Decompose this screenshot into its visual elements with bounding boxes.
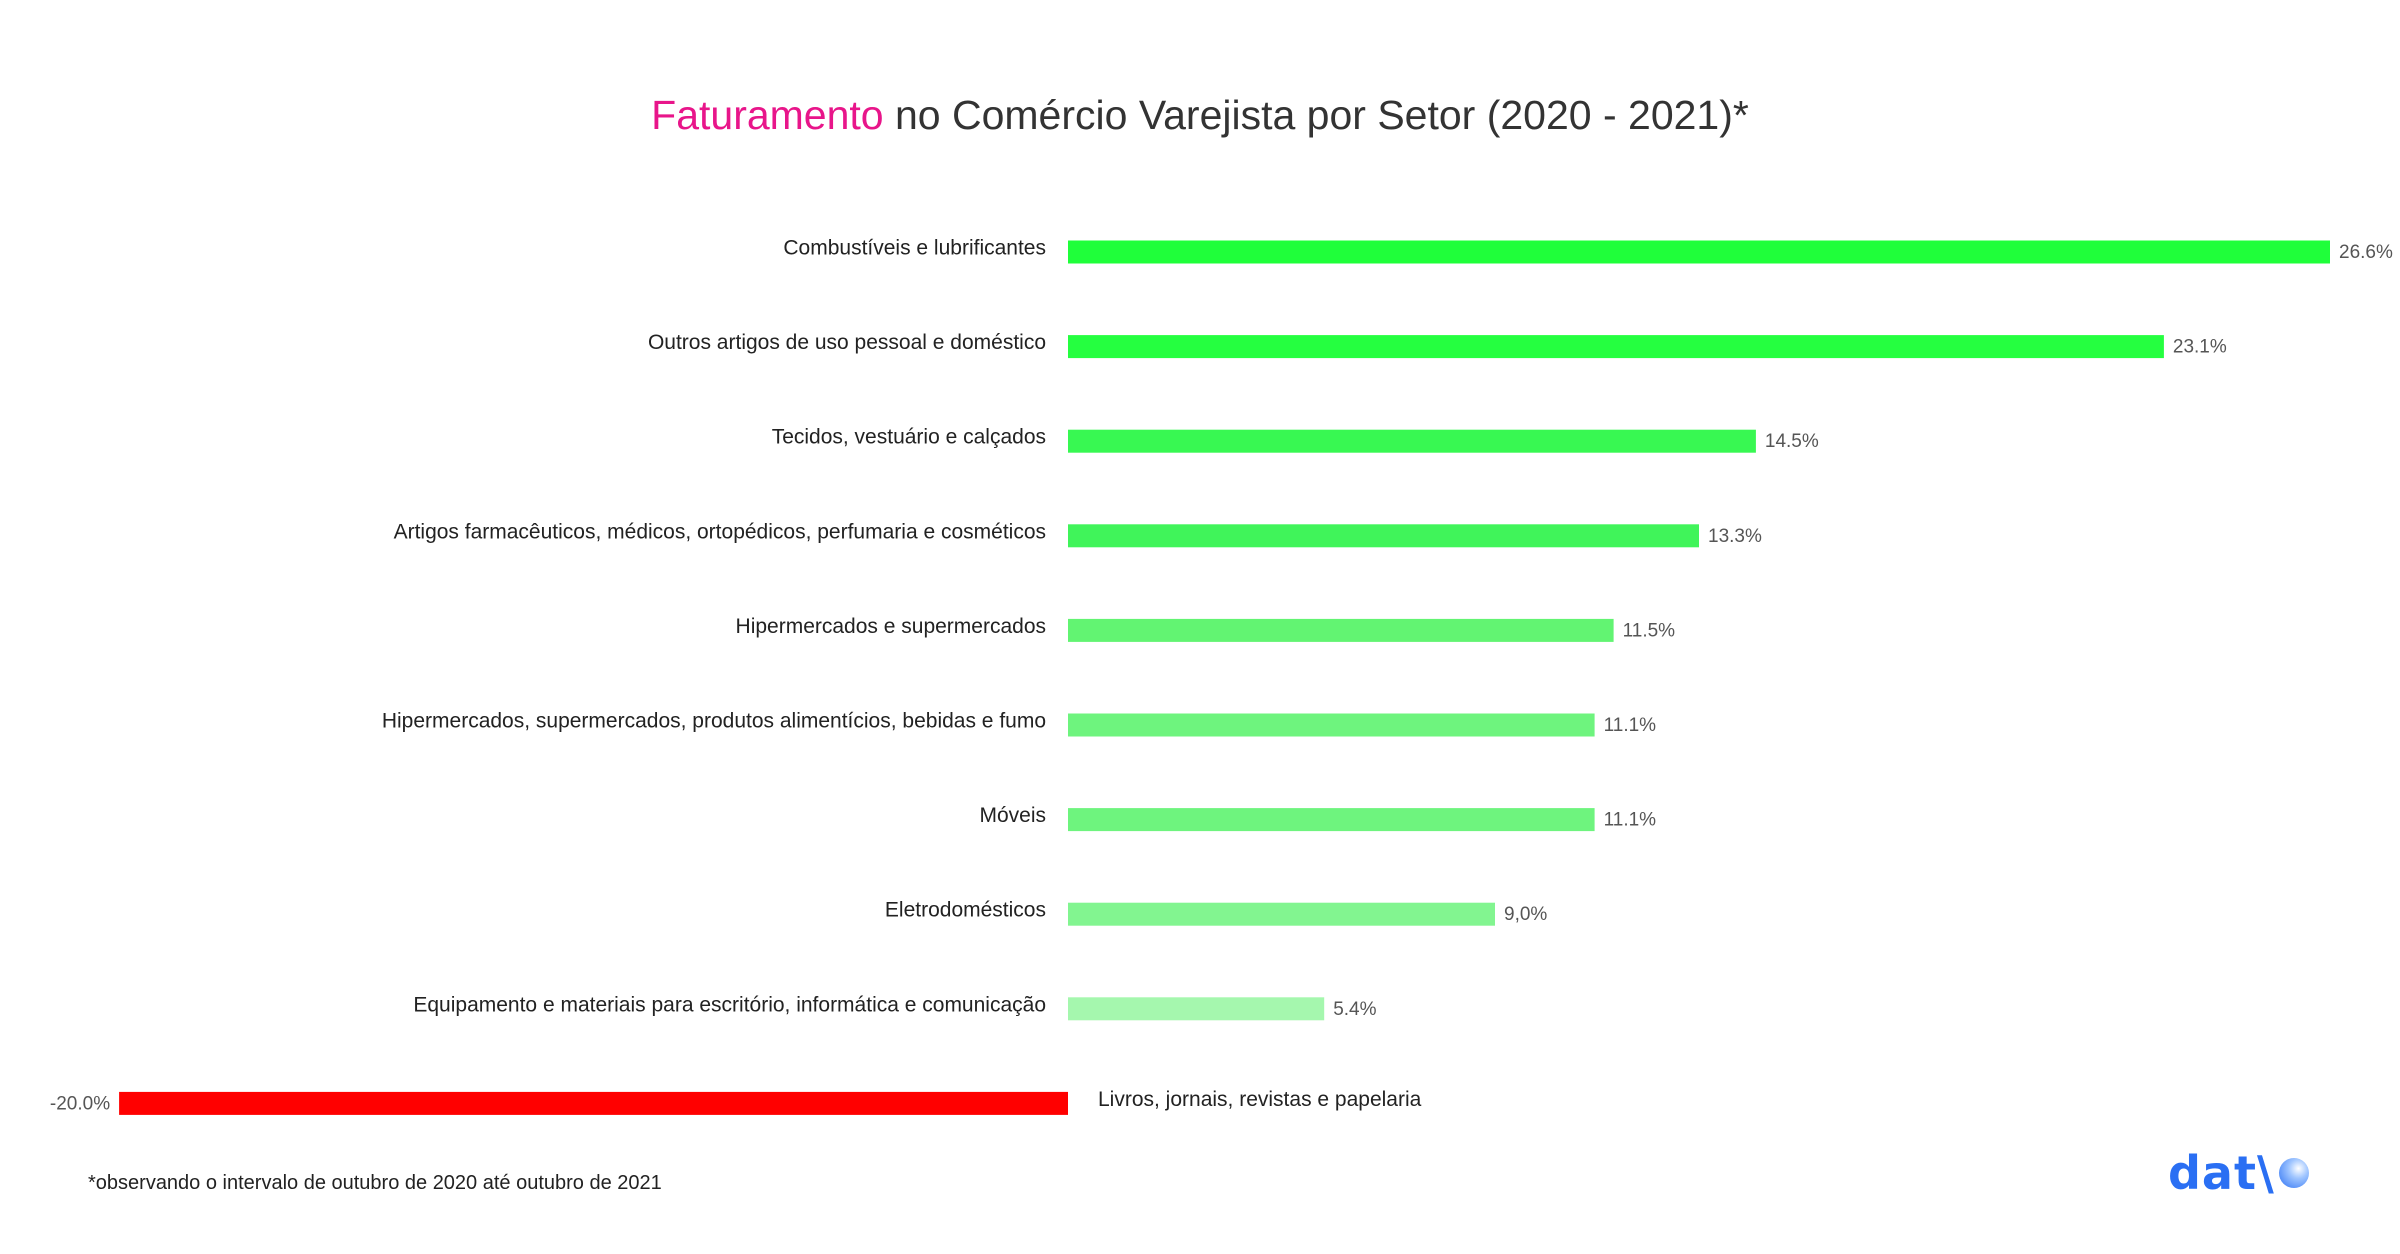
value-label-1: 23.1% bbox=[2173, 337, 2227, 358]
value-label-7: 9,0% bbox=[1504, 904, 1547, 925]
category-label-4: Hipermercados e supermercados bbox=[736, 615, 1046, 638]
value-label-5: 11.1% bbox=[1604, 715, 1657, 736]
brand-logo-text: dat\ bbox=[2168, 1146, 2275, 1200]
brand-logo: dat\ bbox=[2168, 1143, 2309, 1203]
bar-4 bbox=[1068, 618, 1614, 642]
category-label-8: Equipamento e materiais para escritório,… bbox=[413, 993, 1046, 1016]
value-label-0: 26.6% bbox=[2339, 242, 2393, 263]
bar-5 bbox=[1068, 713, 1595, 737]
category-label-5: Hipermercados, supermercados, produtos a… bbox=[382, 710, 1046, 733]
chart-title-rest: no Comércio Varejista por Setor (2020 - … bbox=[883, 92, 1749, 138]
category-label-2: Tecidos, vestuário e calçados bbox=[772, 426, 1046, 449]
category-label-3: Artigos farmacêuticos, médicos, ortopédi… bbox=[394, 520, 1046, 543]
brand-logo-circle-icon bbox=[2278, 1158, 2309, 1188]
category-label-9: Livros, jornais, revistas e papelaria bbox=[1098, 1088, 1422, 1111]
footnote: *observando o intervalo de outubro de 20… bbox=[88, 1172, 662, 1194]
value-label-8: 5.4% bbox=[1333, 999, 1376, 1020]
category-label-7: Eletrodomésticos bbox=[885, 899, 1046, 922]
chart-title: Faturamento no Comércio Varejista por Se… bbox=[0, 92, 2400, 139]
bar-8 bbox=[1068, 997, 1325, 1021]
bar-7 bbox=[1068, 902, 1495, 926]
value-label-4: 11.5% bbox=[1623, 620, 1676, 641]
category-label-0: Combustíveis e lubrificantes bbox=[783, 237, 1046, 260]
category-label-6: Móveis bbox=[979, 804, 1046, 827]
chart-title-accent: Faturamento bbox=[651, 92, 884, 138]
bar-0 bbox=[1068, 240, 2330, 264]
value-label-9: -20.0% bbox=[50, 1093, 110, 1114]
bar-1 bbox=[1068, 335, 2164, 359]
bar-2 bbox=[1068, 429, 1756, 453]
value-label-3: 13.3% bbox=[1708, 526, 1762, 547]
bar-6 bbox=[1068, 808, 1595, 832]
value-label-6: 11.1% bbox=[1604, 810, 1657, 831]
bar-9 bbox=[119, 1091, 1069, 1115]
bar-3 bbox=[1068, 524, 1699, 548]
category-label-1: Outros artigos de uso pessoal e doméstic… bbox=[648, 331, 1046, 354]
value-label-2: 14.5% bbox=[1765, 431, 1819, 452]
